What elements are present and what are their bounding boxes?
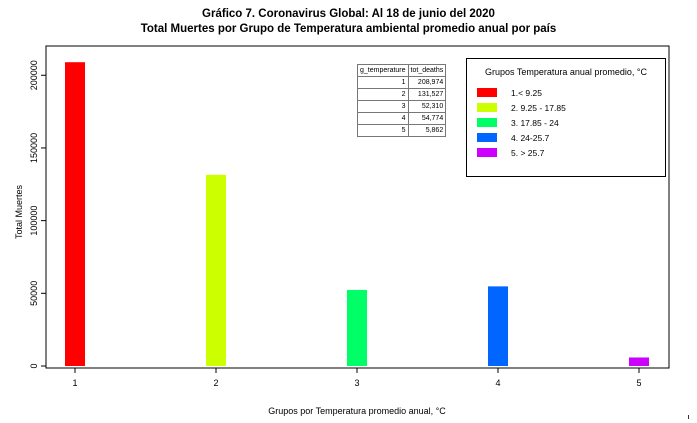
legend-item: 1.< 9.25 (467, 85, 665, 100)
legend-label: 1.< 9.25 (511, 88, 542, 98)
y-tick-label: 0 (29, 363, 39, 368)
legend-swatch (477, 148, 497, 157)
chart-legend: Grupos Temperatura anual promedio, °C 1.… (466, 58, 666, 177)
table-header-cell: g_temperature (358, 65, 409, 77)
legend-label: 3. 17.85 - 24 (511, 118, 559, 128)
table-cell: 3 (358, 101, 409, 113)
bar-1 (65, 62, 85, 366)
x-tick-label: 3 (354, 378, 359, 388)
bar-4 (488, 286, 508, 366)
y-tick-label: 150000 (29, 133, 39, 163)
bar-3 (347, 290, 367, 366)
legend-swatch (477, 133, 497, 142)
table-cell: 4 (358, 113, 409, 125)
y-tick-label: 200000 (29, 60, 39, 90)
y-axis-label: Total Muertes (14, 184, 24, 239)
table-cell: 52,310 (408, 101, 446, 113)
table-row: 5 5,862 (358, 125, 446, 137)
table-row: 2 131,527 (358, 89, 446, 101)
table-cell: 5 (358, 125, 409, 137)
legend-label: 5. > 25.7 (511, 148, 544, 158)
legend-item: 2. 9.25 - 17.85 (467, 100, 665, 115)
legend-item: 4. 24-25.7 (467, 130, 665, 145)
table-cell: 54,774 (408, 113, 446, 125)
table-header-row: g_temperature tot_deaths (358, 65, 446, 77)
x-tick-label: 5 (636, 378, 641, 388)
table-row: 4 54,774 (358, 113, 446, 125)
table-header-cell: tot_deaths (408, 65, 446, 77)
x-axis-label: Grupos por Temperatura promedio anual, °… (268, 406, 446, 416)
x-tick-label: 2 (213, 378, 218, 388)
y-tick-label: 100000 (29, 206, 39, 236)
x-axis: 1 2 3 4 5 (72, 368, 641, 388)
legend-title: Grupos Temperatura anual promedio, °C (467, 67, 665, 77)
bar-2 (206, 175, 226, 366)
legend-swatch (477, 88, 497, 97)
legend-swatch (477, 118, 497, 127)
table-row: 3 52,310 (358, 101, 446, 113)
table-cell: 1 (358, 77, 409, 89)
data-table: g_temperature tot_deaths 1 208,974 2 131… (357, 64, 446, 137)
legend-label: 2. 9.25 - 17.85 (511, 103, 566, 113)
legend-item: 3. 17.85 - 24 (467, 115, 665, 130)
table-cell: 131,527 (408, 89, 446, 101)
legend-label: 4. 24-25.7 (511, 133, 549, 143)
corner-tick-mark (688, 415, 689, 419)
table-row: 1 208,974 (358, 77, 446, 89)
y-tick-label: 50000 (29, 281, 39, 306)
y-axis: 0 50000 100000 150000 200000 (29, 60, 46, 368)
legend-swatch (477, 103, 497, 112)
legend-item: 5. > 25.7 (467, 145, 665, 160)
table-cell: 208,974 (408, 77, 446, 89)
x-tick-label: 1 (72, 378, 77, 388)
bar-5 (629, 357, 649, 366)
table-cell: 2 (358, 89, 409, 101)
table-cell: 5,862 (408, 125, 446, 137)
x-tick-label: 4 (495, 378, 500, 388)
